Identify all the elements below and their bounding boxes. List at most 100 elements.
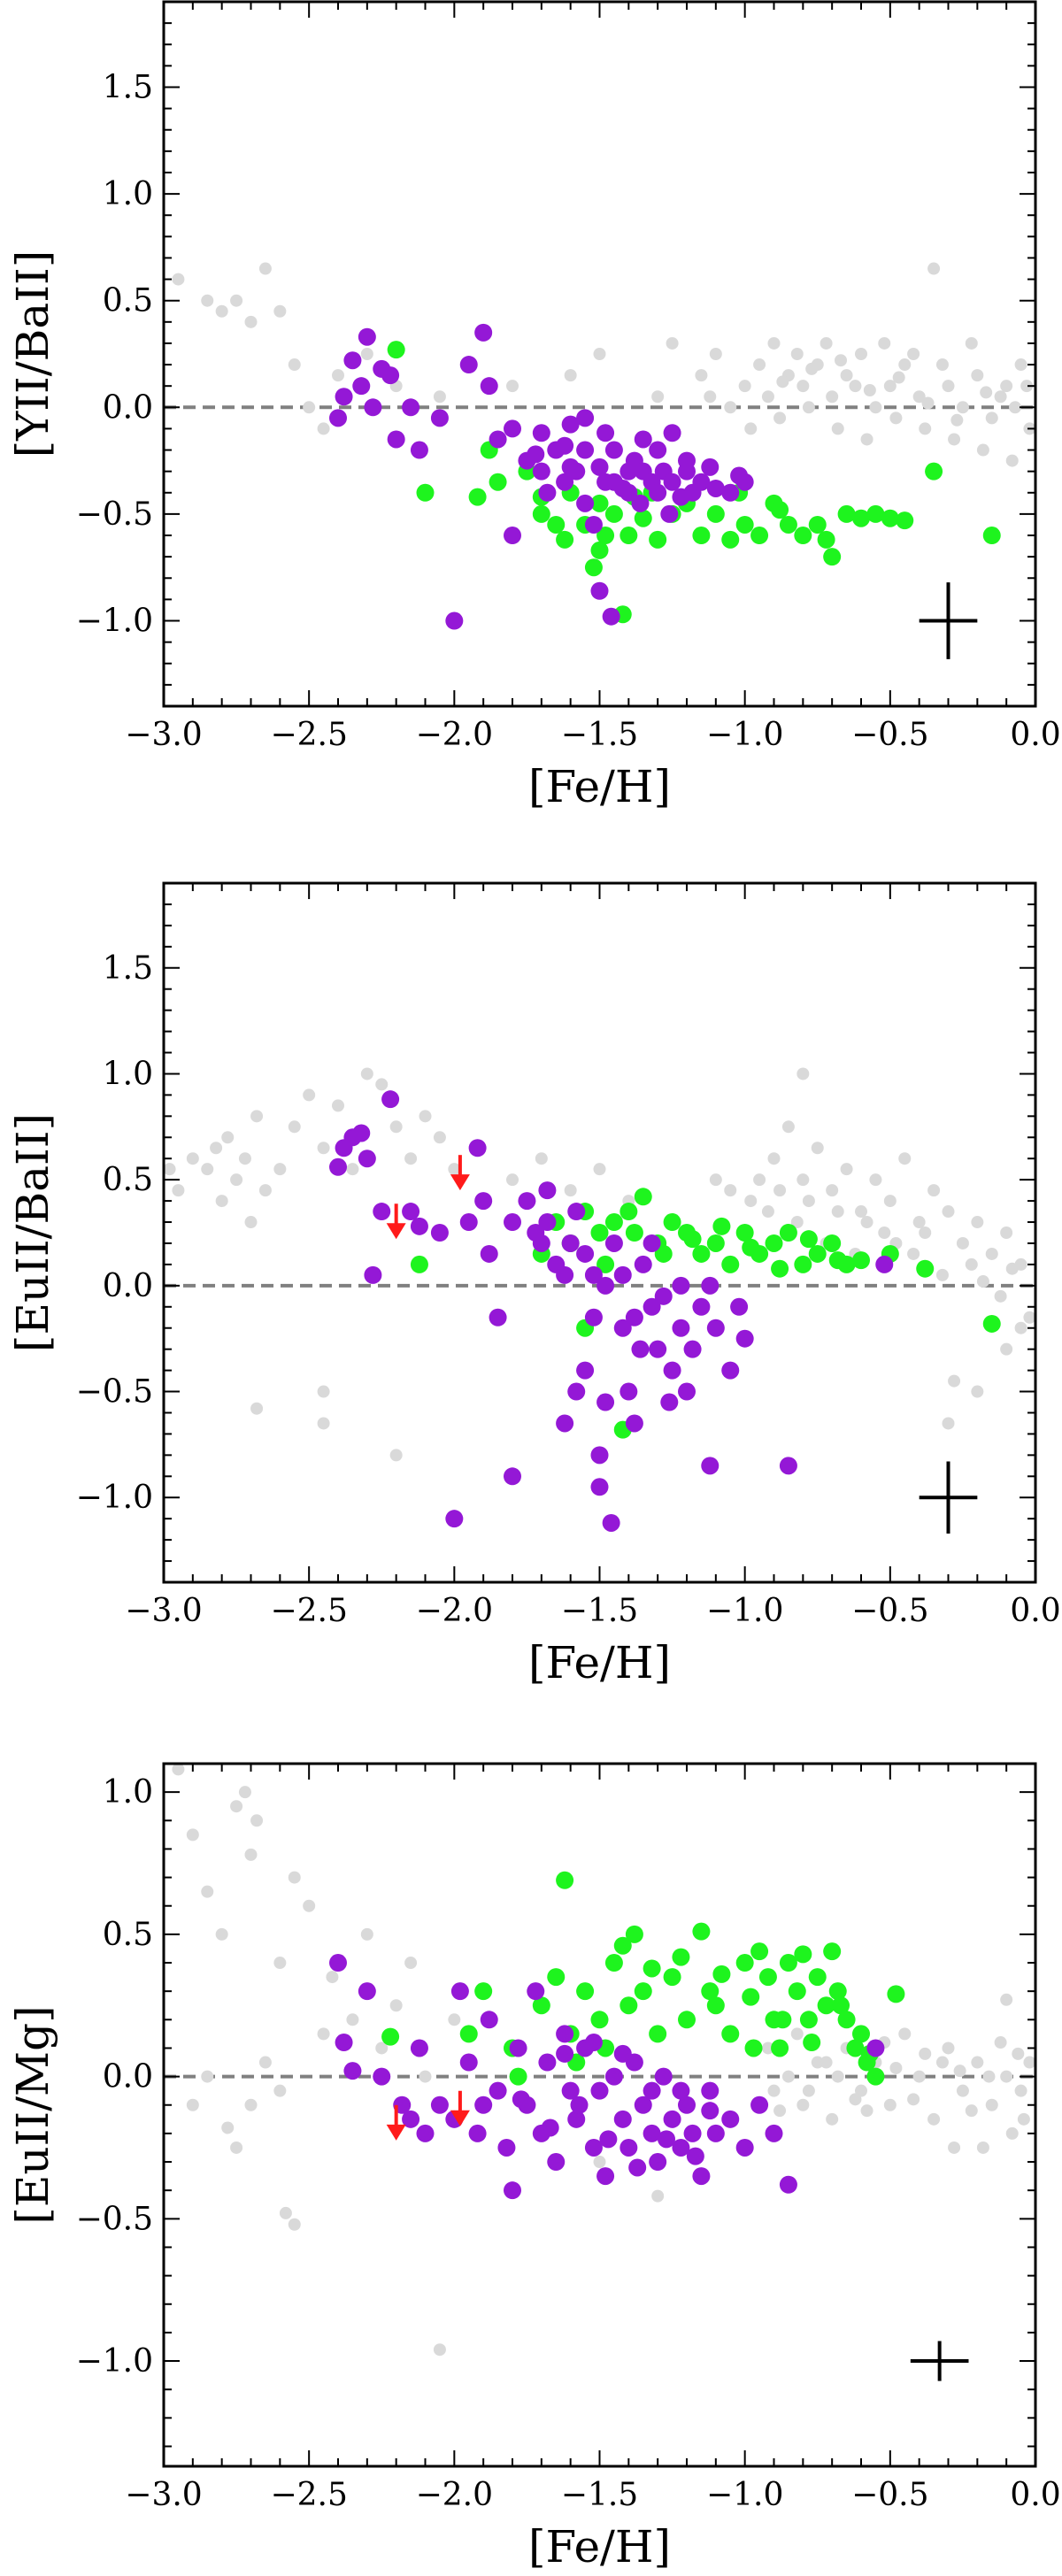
data-point-gray bbox=[985, 2098, 998, 2111]
data-point-purple bbox=[364, 1265, 382, 1284]
data-point-gray bbox=[831, 1205, 844, 1219]
data-point-gray bbox=[593, 348, 606, 360]
data-point-green bbox=[750, 527, 769, 545]
data-point-gray bbox=[593, 1163, 606, 1176]
data-point-purple bbox=[567, 1203, 586, 1221]
data-point-gray bbox=[976, 2141, 989, 2154]
data-point-purple bbox=[660, 504, 679, 523]
data-point-purple bbox=[634, 2095, 652, 2114]
data-point-purple bbox=[735, 2138, 754, 2157]
data-point-gray bbox=[773, 411, 787, 425]
data-point-green bbox=[590, 541, 609, 559]
data-point-green bbox=[474, 1982, 493, 2001]
data-point-purple bbox=[329, 409, 347, 427]
data-point-gray bbox=[258, 262, 272, 275]
data-point-green bbox=[678, 2011, 696, 2029]
data-point-green bbox=[590, 1224, 609, 1242]
data-point-purple bbox=[561, 458, 580, 476]
upper-limit-arrow-icon bbox=[386, 1223, 406, 1240]
data-point-purple bbox=[672, 2138, 690, 2157]
x-axis-label: [Fe/H] bbox=[528, 2521, 671, 2572]
data-point-gray bbox=[980, 386, 993, 399]
data-point-gray bbox=[238, 1152, 251, 1165]
data-point-gray bbox=[1000, 1993, 1013, 2006]
data-point-purple bbox=[643, 2081, 661, 2100]
data-point-purple bbox=[649, 483, 667, 502]
data-point-purple bbox=[489, 2081, 507, 2100]
data-point-purple bbox=[556, 436, 574, 455]
data-point-purple bbox=[692, 1297, 711, 1316]
data-point-purple bbox=[701, 1276, 720, 1295]
data-point-gray bbox=[761, 2042, 774, 2055]
data-point-gray bbox=[279, 2206, 292, 2219]
data-point-gray bbox=[826, 390, 839, 404]
data-point-green bbox=[459, 2025, 478, 2043]
data-point-green bbox=[794, 1255, 812, 1273]
data-point-purple bbox=[596, 2167, 615, 2186]
y-tick-label: 0.5 bbox=[103, 1917, 153, 1953]
data-point-gray bbox=[433, 1131, 446, 1144]
data-point-purple bbox=[445, 1510, 464, 1528]
data-point-gray bbox=[346, 1163, 359, 1176]
data-point-purple bbox=[343, 351, 362, 370]
data-point-gray bbox=[927, 1184, 941, 1197]
data-point-gray bbox=[889, 2061, 903, 2074]
x-tick-label: −2.5 bbox=[270, 1593, 347, 1629]
data-point-green bbox=[712, 1217, 731, 1235]
data-point-green bbox=[803, 2034, 821, 2052]
data-point-purple bbox=[750, 2095, 769, 2114]
data-point-gray bbox=[898, 2027, 912, 2041]
data-point-gray bbox=[826, 2112, 839, 2126]
data-point-purple bbox=[480, 1244, 498, 1263]
data-point-purple bbox=[701, 2081, 720, 2100]
data-point-gray bbox=[956, 2084, 969, 2097]
data-point-gray bbox=[761, 390, 774, 404]
data-point-purple bbox=[613, 2110, 632, 2128]
data-point-purple bbox=[604, 441, 623, 459]
data-point-green bbox=[547, 515, 566, 534]
data-point-green bbox=[410, 1255, 428, 1273]
data-point-green bbox=[576, 1982, 595, 2001]
data-point-purple bbox=[672, 1276, 690, 1295]
data-point-purple bbox=[649, 1340, 667, 1358]
y-tick-label: −1.0 bbox=[76, 1480, 153, 1516]
data-point-green bbox=[604, 1954, 623, 1972]
data-point-green bbox=[823, 1942, 842, 1961]
data-point-purple bbox=[649, 441, 667, 459]
data-point-gray bbox=[919, 2047, 932, 2060]
data-point-purple bbox=[556, 1265, 574, 1284]
data-point-purple bbox=[604, 473, 623, 491]
data-point-purple bbox=[631, 1340, 650, 1358]
data-point-gray bbox=[927, 2112, 941, 2126]
data-point-gray bbox=[1023, 2056, 1036, 2069]
data-point-green bbox=[620, 527, 638, 545]
data-point-gray bbox=[935, 2056, 949, 2069]
data-point-purple bbox=[504, 1467, 521, 1486]
data-point-purple bbox=[364, 398, 382, 417]
data-point-gray bbox=[855, 348, 867, 360]
data-point-gray bbox=[230, 2141, 243, 2154]
data-point-green bbox=[721, 1255, 740, 1273]
data-point-gray bbox=[506, 380, 519, 393]
data-point-gray bbox=[250, 1402, 264, 1415]
data-point-purple bbox=[512, 2090, 530, 2109]
data-point-gray bbox=[942, 380, 955, 393]
data-point-gray bbox=[317, 1417, 330, 1430]
data-point-gray bbox=[448, 2013, 461, 2026]
data-point-purple bbox=[599, 2130, 618, 2149]
data-point-green bbox=[620, 1203, 638, 1221]
x-tick-label: −1.5 bbox=[561, 717, 638, 753]
x-tick-label: −2.5 bbox=[270, 2477, 347, 2513]
data-point-gray bbox=[942, 1417, 955, 1430]
data-point-gray bbox=[971, 1216, 984, 1229]
data-point-purple bbox=[561, 2081, 580, 2100]
x-tick-label: −1.5 bbox=[561, 1593, 638, 1629]
data-point-green bbox=[509, 2067, 527, 2086]
x-tick-label: −3.0 bbox=[125, 1593, 202, 1629]
data-point-gray bbox=[935, 358, 949, 372]
data-point-green bbox=[596, 527, 615, 545]
data-point-gray bbox=[201, 1885, 214, 1898]
y-tick-label: 0.0 bbox=[103, 2059, 153, 2095]
data-point-gray bbox=[849, 380, 862, 393]
data-point-gray bbox=[250, 1814, 264, 1827]
